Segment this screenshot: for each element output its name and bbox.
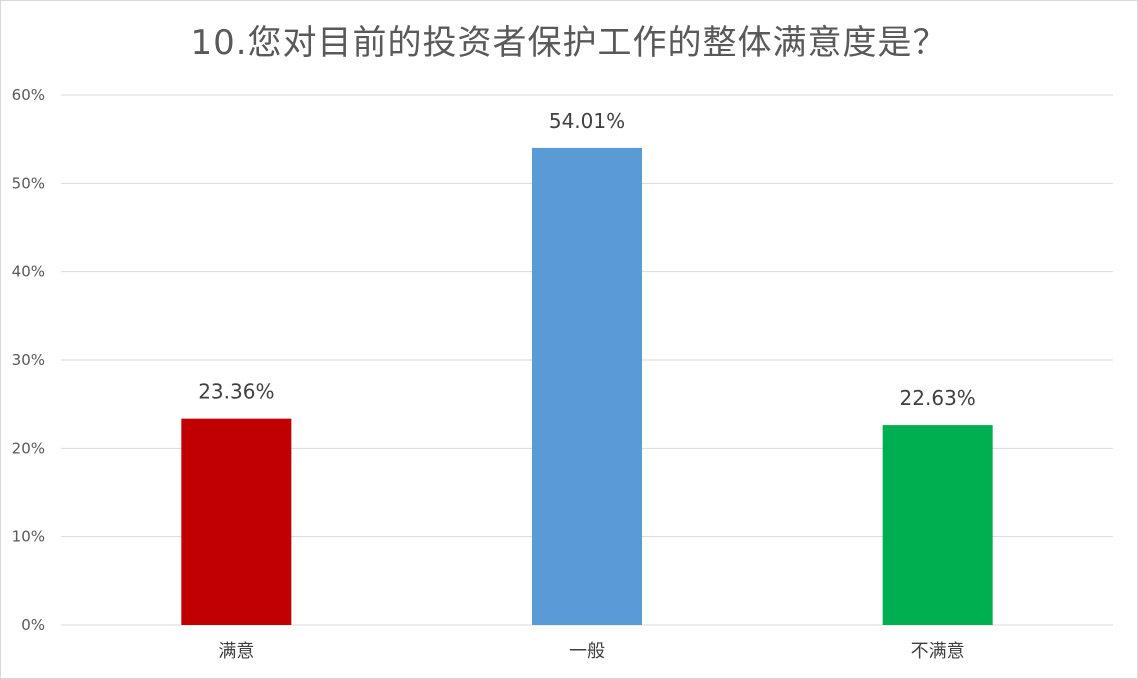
category-label: 不满意 xyxy=(911,641,965,662)
bar-3 xyxy=(882,425,993,625)
data-label: 23.36% xyxy=(198,380,274,404)
bars xyxy=(181,147,993,625)
bar-1 xyxy=(181,418,292,625)
y-tick-label: 0% xyxy=(21,616,45,634)
y-tick-label: 10% xyxy=(12,528,45,546)
x-axis-categories: 满意 一般 不满意 xyxy=(218,641,964,662)
y-tick-label: 60% xyxy=(12,86,45,104)
data-labels: 23.36% 54.01% 22.63% xyxy=(198,109,976,410)
y-tick-label: 50% xyxy=(12,174,45,192)
y-tick-label: 20% xyxy=(12,439,45,457)
y-tick-label: 30% xyxy=(12,351,45,369)
category-label: 一般 xyxy=(569,641,605,662)
bar-2 xyxy=(532,147,642,625)
y-axis-ticks: 0% 10% 20% 30% 40% 50% 60% xyxy=(12,86,45,634)
data-label: 54.01% xyxy=(549,109,625,133)
category-label: 满意 xyxy=(218,641,254,662)
data-label: 22.63% xyxy=(900,386,976,410)
chart-title: 10.您对目前的投资者保护工作的整体满意度是？ xyxy=(190,23,948,63)
y-tick-label: 40% xyxy=(12,263,45,281)
